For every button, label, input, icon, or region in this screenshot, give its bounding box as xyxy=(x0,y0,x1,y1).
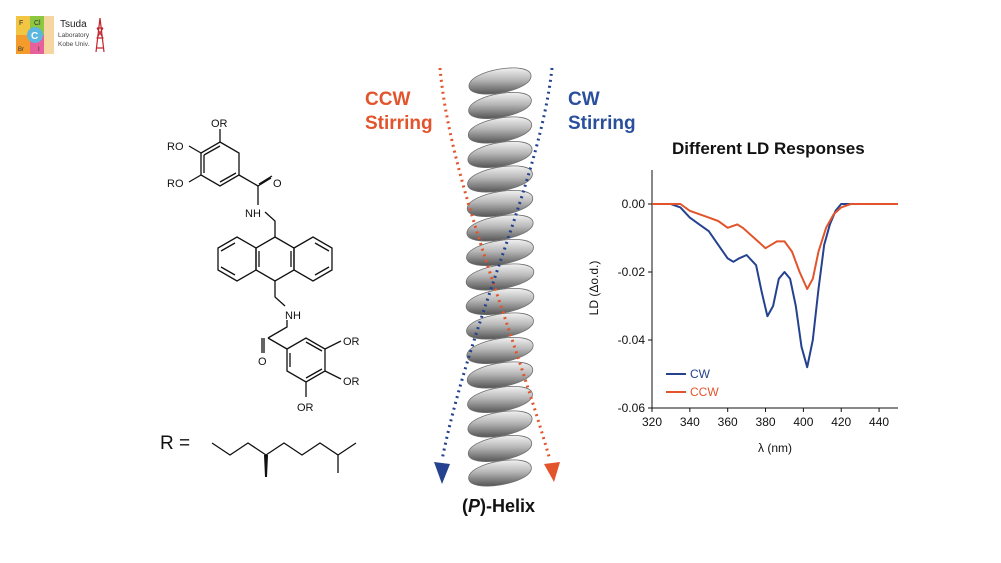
helix-coil xyxy=(467,165,533,193)
helix-coil xyxy=(466,214,534,242)
helix-coil xyxy=(467,386,533,413)
logo-text-f: F xyxy=(19,20,23,27)
y-ticks: 0.00 -0.02 -0.04 -0.06 xyxy=(618,197,652,415)
helix-coil xyxy=(466,239,534,266)
molecule-bonds xyxy=(188,129,342,397)
ccw-stirring-label: CCW Stirring xyxy=(365,88,433,136)
helix-caption-rest: )-Helix xyxy=(480,496,536,516)
x-tick-label: 440 xyxy=(869,415,889,429)
or-label-4: OR xyxy=(343,336,360,348)
helix-coil xyxy=(468,92,532,119)
legend: CW CCW xyxy=(666,367,719,399)
logo-tile-side xyxy=(44,16,54,54)
logo-line3: Kobe Univ. xyxy=(58,41,90,48)
x-tick-label: 320 xyxy=(642,415,662,429)
cw-stirring-label: CW Stirring xyxy=(568,88,636,136)
molecule-structure: OR RO RO O NH NH O OR OR OR xyxy=(167,118,360,414)
logo-tile-f xyxy=(16,16,30,35)
helix-coil xyxy=(467,435,533,462)
logo-name: Tsuda xyxy=(60,19,87,30)
or-label-6: OR xyxy=(297,402,314,414)
x-ticks: 320 340 360 380 400 420 440 xyxy=(642,408,889,429)
legend-label-ccw: CCW xyxy=(690,385,719,399)
logo-text-c: C xyxy=(31,31,38,42)
carbonyl-o-1: O xyxy=(273,178,282,190)
helix-coil xyxy=(466,361,534,389)
helix-coil xyxy=(468,459,532,487)
series-line-ccw xyxy=(652,203,898,290)
series-line-cw xyxy=(652,203,898,369)
logo-tile-c xyxy=(27,27,43,43)
x-tick-label: 380 xyxy=(756,415,776,429)
chart-title: Different LD Responses xyxy=(672,139,865,158)
logo-text-br: Br xyxy=(18,47,24,53)
molecule-labels: OR RO RO O NH NH O OR OR OR xyxy=(167,118,360,414)
y-tick-label: -0.04 xyxy=(618,333,646,347)
helix-coils xyxy=(465,67,535,487)
x-tick-label: 400 xyxy=(793,415,813,429)
or-label-5: OR xyxy=(343,376,360,388)
logo-tile-br xyxy=(16,35,30,54)
ccw-arrow-head xyxy=(544,462,560,482)
r-group-label: R = xyxy=(160,433,191,454)
legend-label-cw: CW xyxy=(690,367,711,381)
helix-coil xyxy=(468,67,532,95)
stereo-wedge xyxy=(264,455,268,477)
helix-diagram xyxy=(434,67,560,487)
helix-coil xyxy=(467,141,533,168)
logo-text-i: I xyxy=(38,47,40,53)
ccw-label-line1: CCW xyxy=(365,89,411,110)
logo-text-cl: Cl xyxy=(34,20,41,27)
lab-logo: F Cl C Br I Tsuda Laboratory Kobe Univ. xyxy=(16,16,105,54)
helix-coil xyxy=(467,410,533,438)
cw-label-line2: Stirring xyxy=(568,113,636,134)
carbonyl-o-2: O xyxy=(258,356,267,368)
helix-caption: (P)-Helix xyxy=(462,496,535,517)
helix-coil xyxy=(467,116,533,144)
helix-coil xyxy=(465,263,535,291)
cw-arrow-head xyxy=(434,462,450,484)
ccw-label-line2: Stirring xyxy=(365,113,433,134)
or-label-2: RO xyxy=(167,141,184,153)
cw-arrow-path xyxy=(440,67,554,461)
nh-label-2: NH xyxy=(285,310,301,322)
helix-caption-italic: P xyxy=(468,496,481,516)
y-tick-label: -0.06 xyxy=(618,401,646,415)
helix-caption-open: ( xyxy=(462,496,468,516)
ccw-arrow-path xyxy=(438,67,552,461)
helix-coil xyxy=(466,190,534,217)
tower-icon xyxy=(95,17,105,53)
x-tick-label: 360 xyxy=(718,415,738,429)
nh-label-1: NH xyxy=(245,208,261,220)
r-group-chain xyxy=(211,442,357,477)
y-axis-label: LD (Δo.d.) xyxy=(587,261,601,316)
x-axis-label: λ (nm) xyxy=(758,441,792,455)
ld-chart: 0.00 -0.02 -0.04 -0.06 320 340 360 380 400 420 44… xyxy=(587,170,898,455)
series-lines xyxy=(652,203,898,369)
y-tick-label: -0.02 xyxy=(618,265,646,279)
or-label-1: OR xyxy=(211,118,228,130)
x-tick-label: 340 xyxy=(680,415,700,429)
logo-line2: Laboratory xyxy=(58,32,90,39)
x-tick-label: 420 xyxy=(831,415,851,429)
helix-coil xyxy=(466,337,534,364)
helix-coil xyxy=(466,312,534,340)
or-label-3: RO xyxy=(167,178,184,190)
y-tick-label: 0.00 xyxy=(622,197,646,211)
cw-label-line1: CW xyxy=(568,89,600,110)
